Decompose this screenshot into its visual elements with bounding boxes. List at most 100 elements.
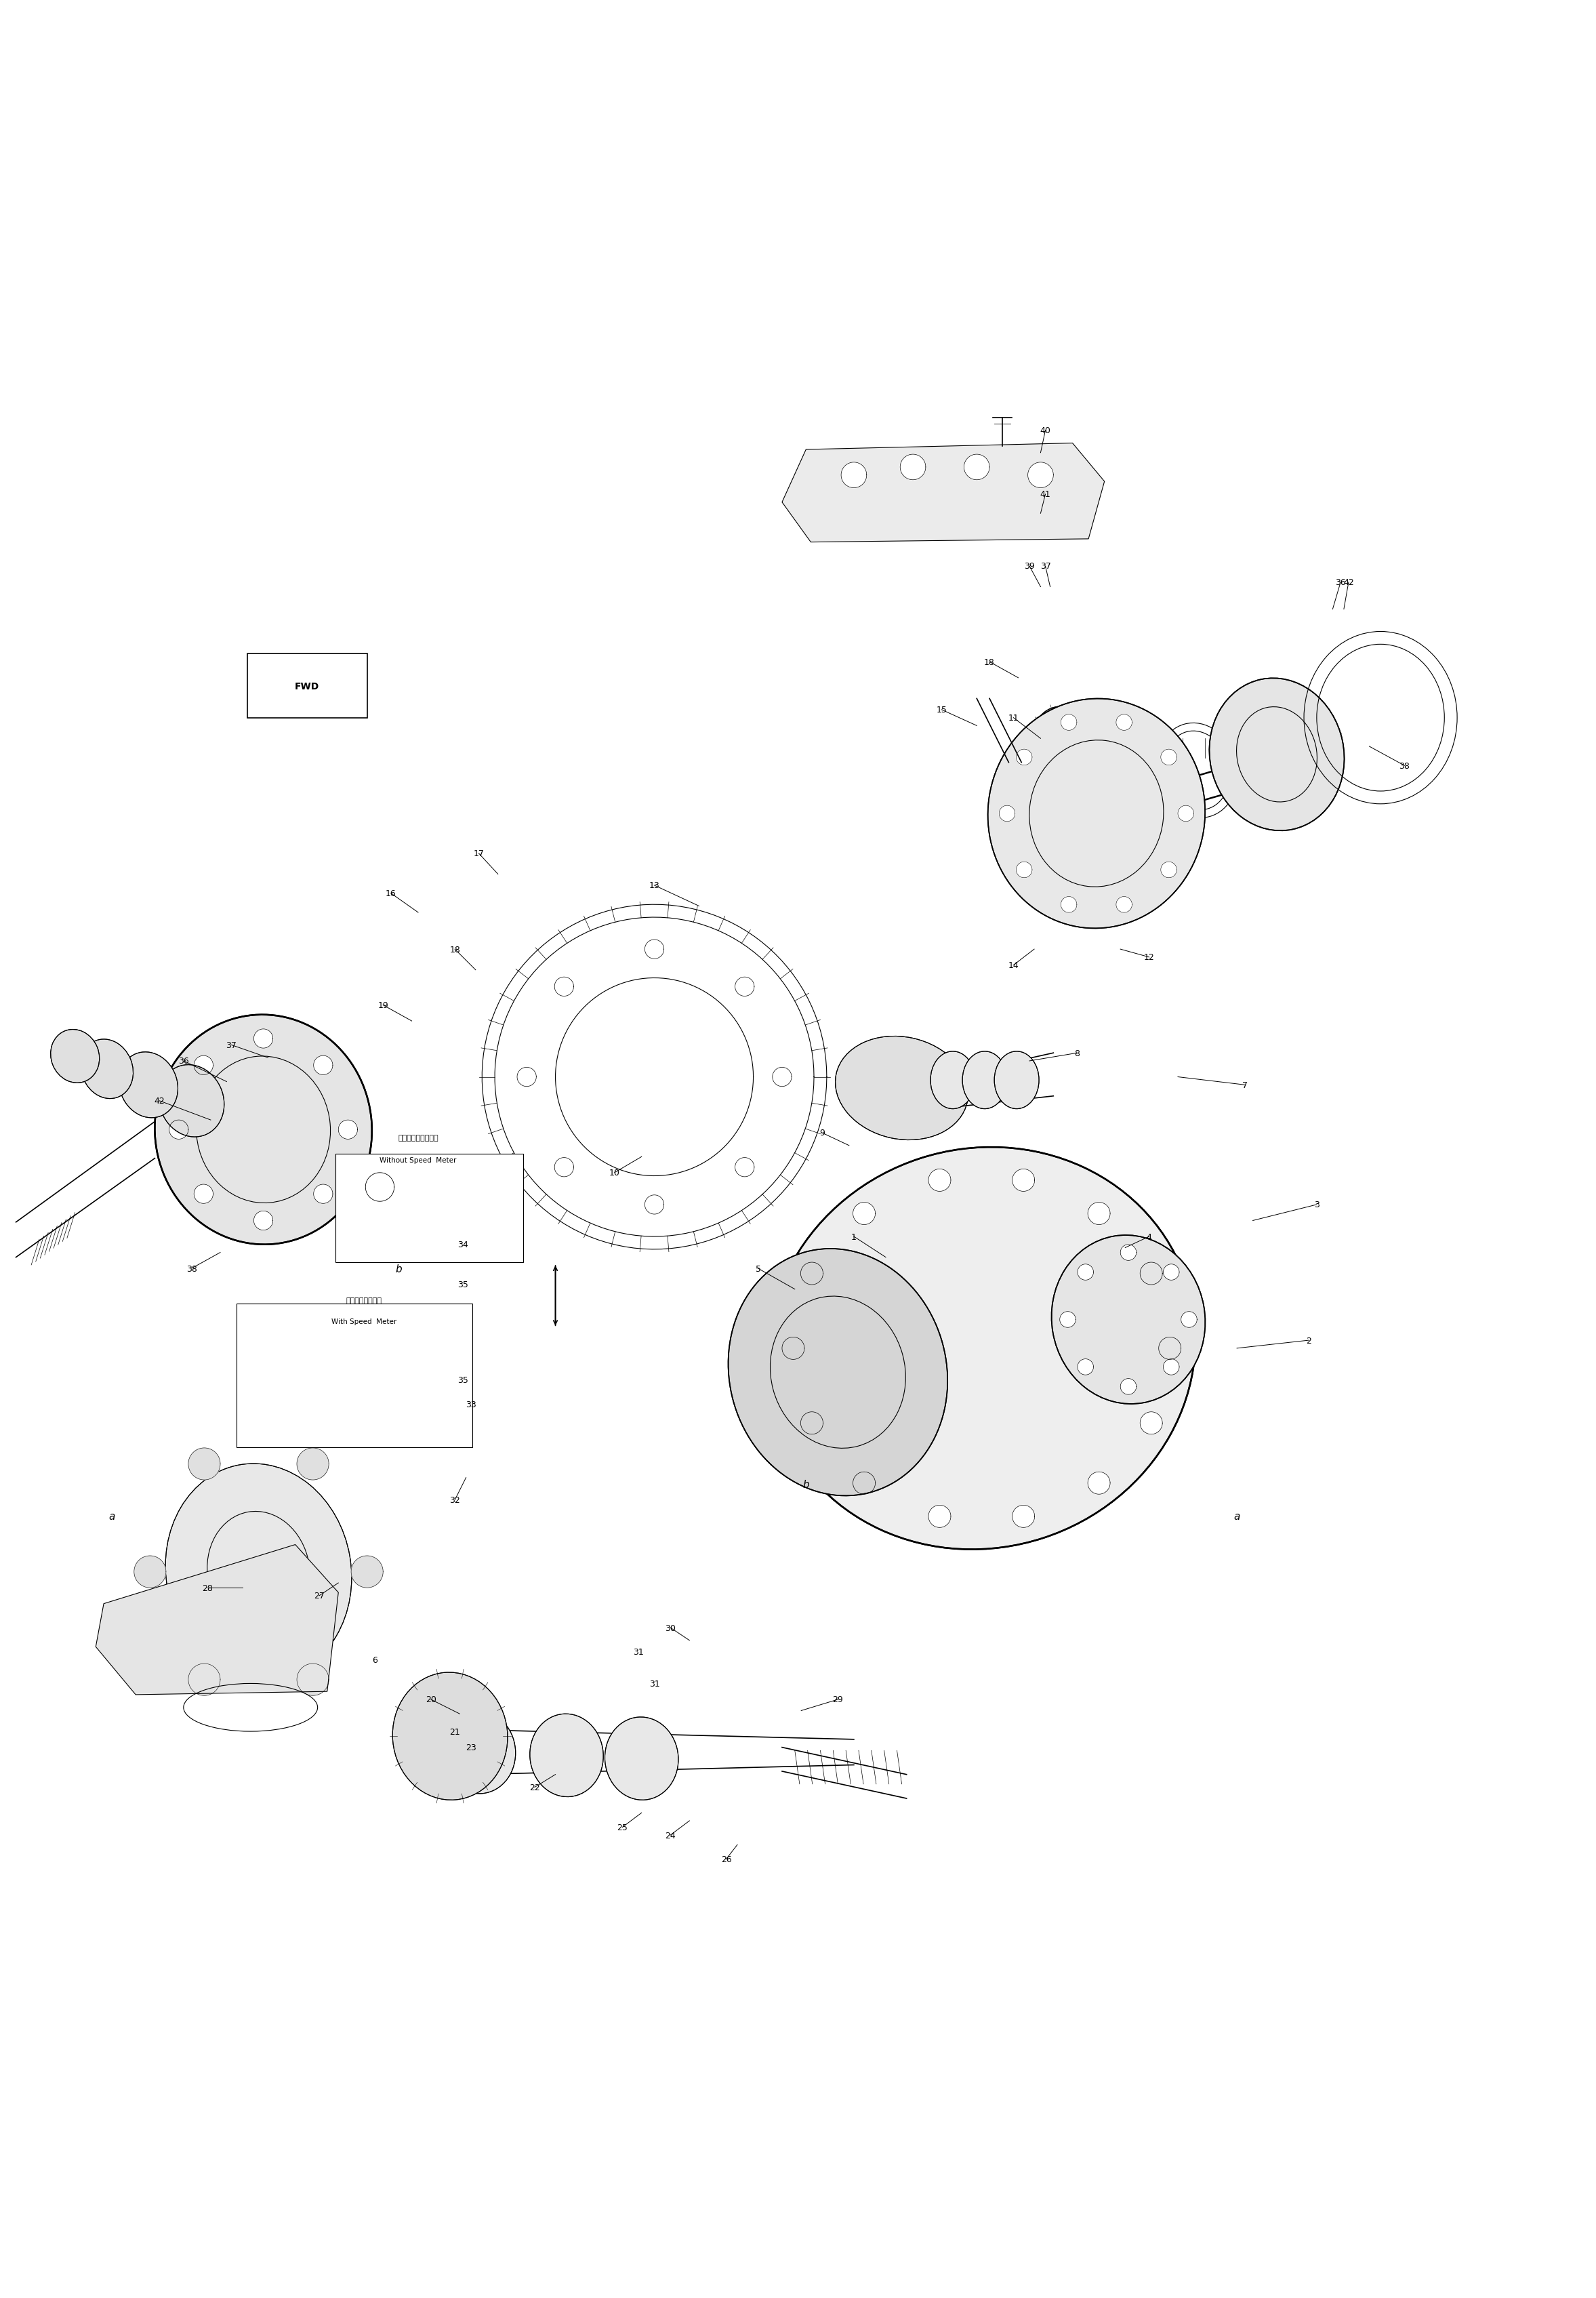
Polygon shape (313, 1183, 332, 1204)
Polygon shape (929, 1505, 951, 1528)
Polygon shape (297, 1664, 329, 1696)
Text: 27: 27 (314, 1593, 324, 1599)
Polygon shape (96, 1544, 338, 1696)
Text: 2: 2 (1306, 1335, 1312, 1344)
Text: 38: 38 (1400, 761, 1409, 770)
Text: 6: 6 (372, 1655, 378, 1664)
Polygon shape (1120, 1379, 1136, 1395)
Polygon shape (1163, 1358, 1179, 1374)
Text: 18: 18 (450, 944, 460, 954)
Polygon shape (1116, 715, 1132, 731)
Text: 20: 20 (426, 1696, 436, 1705)
Text: a: a (1234, 1512, 1240, 1521)
Text: 22: 22 (530, 1783, 539, 1792)
Text: 31: 31 (650, 1680, 659, 1689)
Text: 42: 42 (1344, 579, 1353, 586)
Text: 18: 18 (985, 657, 994, 666)
Polygon shape (1140, 1411, 1162, 1434)
Ellipse shape (51, 1030, 99, 1082)
Text: 37: 37 (227, 1041, 236, 1050)
Ellipse shape (160, 1064, 223, 1138)
Polygon shape (1061, 896, 1077, 912)
Text: 19: 19 (378, 1002, 388, 1009)
Polygon shape (929, 1170, 951, 1193)
Ellipse shape (994, 1052, 1039, 1110)
Text: 40: 40 (1041, 427, 1050, 434)
Polygon shape (554, 1158, 573, 1177)
Polygon shape (1159, 1337, 1181, 1360)
Ellipse shape (155, 1016, 372, 1246)
Ellipse shape (393, 1673, 508, 1799)
Polygon shape (297, 1448, 329, 1480)
Polygon shape (313, 1057, 332, 1075)
Polygon shape (736, 1158, 755, 1177)
Polygon shape (188, 1664, 220, 1696)
Polygon shape (254, 1030, 273, 1048)
Polygon shape (1160, 749, 1176, 765)
Polygon shape (1017, 749, 1033, 765)
Polygon shape (1077, 1358, 1093, 1374)
Ellipse shape (1023, 811, 1077, 873)
Polygon shape (736, 977, 755, 997)
Polygon shape (801, 1411, 824, 1434)
Text: 28: 28 (203, 1583, 212, 1593)
Ellipse shape (930, 1052, 975, 1110)
Text: 32: 32 (450, 1496, 460, 1505)
Polygon shape (134, 1556, 166, 1588)
Bar (335, 1154, 523, 1262)
Text: 9: 9 (819, 1128, 825, 1138)
Text: 31: 31 (634, 1648, 643, 1657)
Polygon shape (1060, 1312, 1076, 1328)
Polygon shape (1116, 896, 1132, 912)
Text: 36: 36 (1336, 579, 1345, 586)
Text: 35: 35 (458, 1280, 468, 1289)
Ellipse shape (81, 1039, 132, 1098)
Text: 16: 16 (386, 889, 396, 899)
Polygon shape (999, 807, 1015, 823)
Text: Without Speed  Meter: Without Speed Meter (380, 1156, 456, 1163)
Text: 8: 8 (1074, 1048, 1080, 1057)
Polygon shape (801, 1262, 824, 1285)
Polygon shape (554, 977, 573, 997)
Polygon shape (517, 1069, 536, 1087)
Text: 21: 21 (450, 1728, 460, 1735)
Text: With Speed  Meter: With Speed Meter (332, 1319, 396, 1324)
Polygon shape (1088, 1473, 1111, 1494)
Text: 29: 29 (833, 1696, 843, 1705)
Polygon shape (195, 1183, 214, 1204)
Text: 24: 24 (666, 1832, 675, 1841)
Bar (247, 655, 367, 717)
Ellipse shape (166, 1464, 351, 1680)
Text: 38: 38 (187, 1264, 196, 1273)
Text: 42: 42 (155, 1096, 164, 1105)
Text: 15: 15 (937, 705, 946, 715)
Text: 17: 17 (474, 850, 484, 857)
Text: 1: 1 (851, 1232, 857, 1241)
Polygon shape (338, 1119, 358, 1140)
Polygon shape (254, 1211, 273, 1229)
Polygon shape (1178, 807, 1194, 823)
Polygon shape (782, 444, 1104, 542)
Text: 34: 34 (458, 1241, 468, 1250)
Text: 5: 5 (755, 1264, 761, 1273)
Polygon shape (841, 462, 867, 487)
Text: 36: 36 (179, 1057, 188, 1066)
Text: スピードメータ付: スピードメータ付 (346, 1298, 381, 1303)
Polygon shape (365, 1172, 394, 1202)
Ellipse shape (1210, 678, 1344, 832)
Polygon shape (772, 1069, 792, 1087)
Text: 4: 4 (1146, 1232, 1152, 1241)
Bar (236, 1303, 472, 1448)
Polygon shape (1012, 1170, 1034, 1193)
Text: 14: 14 (1009, 961, 1018, 970)
Polygon shape (1160, 862, 1176, 878)
Polygon shape (1077, 1264, 1093, 1280)
Text: 35: 35 (458, 1377, 468, 1386)
Text: 33: 33 (466, 1399, 476, 1409)
Text: 37: 37 (1041, 563, 1050, 570)
Text: a: a (109, 1512, 115, 1521)
Text: スピードメータなし: スピードメータなし (397, 1135, 439, 1142)
Polygon shape (964, 455, 990, 480)
Text: 11: 11 (1009, 715, 1018, 722)
Ellipse shape (530, 1714, 603, 1797)
